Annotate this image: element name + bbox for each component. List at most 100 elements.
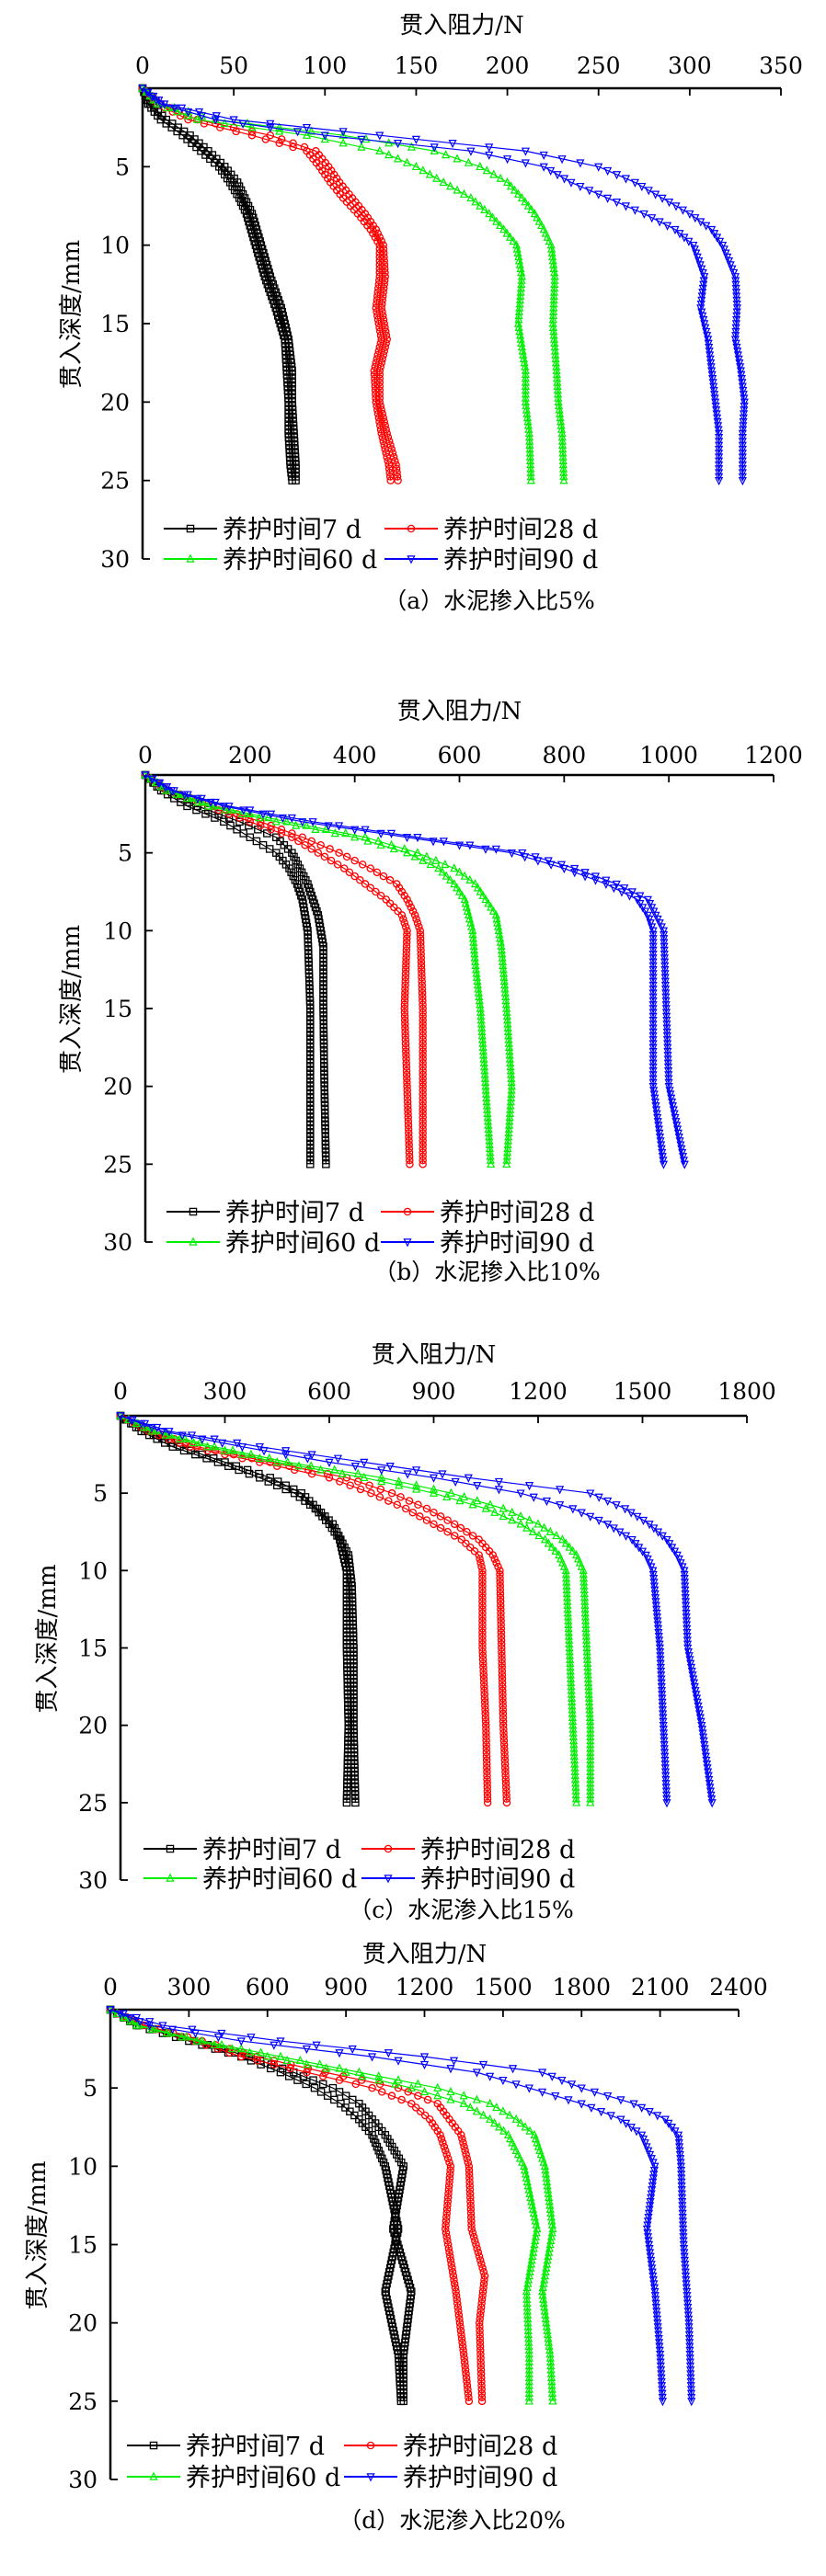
data-point xyxy=(443,1516,452,1524)
data-point xyxy=(406,1160,414,1168)
data-point xyxy=(556,412,565,422)
data-point xyxy=(444,2244,453,2253)
data-point xyxy=(584,1681,593,1691)
data-point xyxy=(478,1601,487,1610)
data-point xyxy=(246,206,255,214)
data-point xyxy=(540,2160,549,2171)
data-point xyxy=(501,1779,511,1788)
data-point xyxy=(681,1590,690,1600)
data-point xyxy=(681,1586,690,1595)
data-point xyxy=(342,852,351,861)
data-point xyxy=(379,248,388,257)
data-point xyxy=(505,1116,514,1125)
data-point xyxy=(497,945,506,954)
data-point xyxy=(474,987,483,997)
data-point xyxy=(650,1590,660,1600)
data-point xyxy=(263,2051,272,2060)
data-point xyxy=(262,276,270,285)
data-point xyxy=(492,216,501,225)
data-point xyxy=(468,2228,477,2237)
data-point xyxy=(247,210,257,218)
data-point xyxy=(516,283,526,292)
data-point xyxy=(419,1059,427,1067)
data-point xyxy=(479,1674,488,1683)
data-point xyxy=(402,942,411,951)
data-point xyxy=(138,85,147,94)
data-point xyxy=(284,417,293,426)
legend-marker xyxy=(403,1207,412,1216)
data-point xyxy=(366,864,374,872)
data-point xyxy=(523,2278,533,2287)
data-point xyxy=(210,2039,219,2049)
data-point xyxy=(310,2083,319,2092)
data-point xyxy=(638,1516,648,1526)
data-point xyxy=(245,217,253,226)
data-point xyxy=(378,296,386,304)
data-point xyxy=(545,2345,555,2354)
data-point xyxy=(402,953,410,963)
data-point xyxy=(717,241,728,251)
data-point xyxy=(654,2339,664,2348)
data-point xyxy=(738,473,747,482)
data-point xyxy=(384,2173,392,2183)
data-point xyxy=(465,2397,474,2406)
data-point xyxy=(503,1019,512,1028)
data-point xyxy=(524,2392,533,2401)
data-point xyxy=(506,1057,515,1066)
data-point xyxy=(582,1654,592,1663)
data-point xyxy=(660,1745,669,1754)
data-point xyxy=(554,389,563,398)
legend-label: 养护时间7 d xyxy=(202,1836,341,1864)
data-point xyxy=(472,2069,481,2078)
data-point xyxy=(570,1766,579,1775)
data-point xyxy=(738,438,747,447)
series-circle xyxy=(106,2005,489,2406)
data-point xyxy=(198,797,207,806)
data-point xyxy=(550,346,560,355)
data-point xyxy=(375,253,384,261)
data-point xyxy=(379,437,387,446)
data-point xyxy=(683,2292,692,2301)
data-point xyxy=(544,857,553,866)
data-point xyxy=(357,2076,366,2084)
data-point xyxy=(567,1681,576,1691)
data-point xyxy=(705,1775,714,1785)
data-point xyxy=(368,2083,376,2092)
data-point xyxy=(499,1728,508,1738)
data-point xyxy=(698,289,707,298)
data-point xyxy=(527,2255,536,2264)
x-tick-label: 300 xyxy=(203,1378,247,1405)
data-point xyxy=(375,382,384,391)
y-tick-label: 5 xyxy=(118,840,132,867)
data-point xyxy=(476,886,485,895)
data-point xyxy=(259,248,268,257)
data-point xyxy=(568,2080,577,2090)
data-point xyxy=(504,1034,513,1043)
data-point xyxy=(429,838,438,847)
data-point xyxy=(497,1632,506,1641)
data-point xyxy=(680,2256,689,2265)
data-point xyxy=(458,2135,466,2143)
data-point xyxy=(482,1092,491,1102)
data-point xyxy=(462,2374,471,2382)
data-point xyxy=(678,2206,687,2215)
data-point xyxy=(338,130,348,139)
data-point xyxy=(384,2275,392,2285)
data-point xyxy=(430,145,439,154)
data-point xyxy=(698,284,707,294)
data-point xyxy=(358,2070,367,2080)
data-point xyxy=(580,1608,590,1617)
data-point xyxy=(389,2326,397,2335)
data-point xyxy=(284,425,293,434)
x-tick-label: 1800 xyxy=(552,1974,611,2000)
data-point xyxy=(280,315,288,324)
data-point xyxy=(414,2092,422,2100)
data-point xyxy=(478,1609,487,1617)
data-point xyxy=(425,169,434,178)
data-point xyxy=(656,1659,665,1669)
data-point xyxy=(540,2274,549,2284)
data-point xyxy=(660,965,670,975)
data-point xyxy=(375,386,384,394)
data-point xyxy=(531,853,540,862)
data-point xyxy=(419,1148,427,1157)
